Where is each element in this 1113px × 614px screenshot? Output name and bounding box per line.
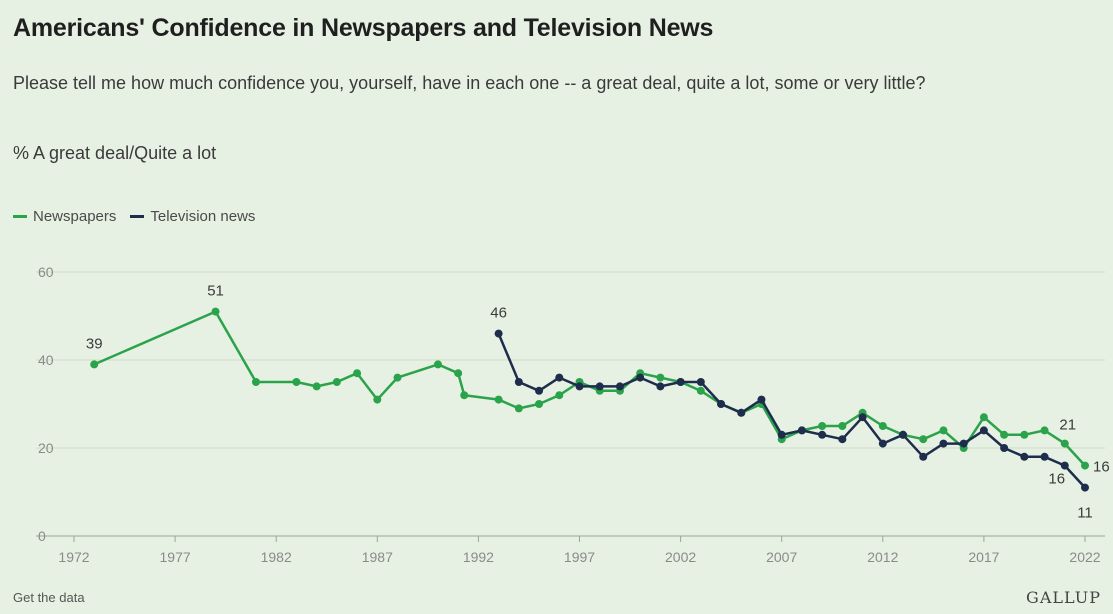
data-point-television-news: [1040, 452, 1049, 461]
x-tick-label-2002: 2002: [665, 549, 696, 565]
data-point-newspapers: [656, 373, 665, 382]
measure-label: % A great deal/Quite a lot: [13, 143, 217, 163]
data-label-television-news-2021: 16: [1048, 471, 1065, 488]
y-tick-label-0: 0: [38, 528, 46, 544]
data-point-television-news: [696, 378, 705, 386]
data-point-newspapers: [211, 307, 220, 316]
data-point-newspapers: [332, 378, 341, 386]
data-point-television-news: [615, 382, 624, 391]
data-point-newspapers: [514, 404, 523, 413]
chart-subtitle: Please tell me how much confidence you, …: [13, 73, 926, 93]
legend-label-television-news: Television news: [150, 208, 256, 225]
x-tick-label-1982: 1982: [261, 549, 292, 565]
data-point-television-news: [1020, 452, 1029, 461]
data-point-television-news: [555, 373, 564, 382]
data-point-television-news: [919, 452, 928, 461]
x-tick-label-2022: 2022: [1069, 549, 1100, 565]
data-point-television-news: [595, 382, 604, 391]
data-point-newspapers: [312, 382, 321, 391]
data-point-television-news: [737, 408, 746, 417]
data-point-newspapers: [696, 386, 705, 395]
chart-title: Americans' Confidence in Newspapers and …: [13, 14, 714, 42]
x-tick-label-2012: 2012: [867, 549, 898, 565]
x-tick-label-1992: 1992: [463, 549, 494, 565]
data-point-newspapers: [292, 378, 301, 386]
data-point-television-news: [717, 400, 726, 408]
data-point-television-news: [878, 439, 887, 448]
x-tick-label-2007: 2007: [766, 549, 797, 565]
data-point-television-news: [959, 439, 968, 448]
data-point-television-news: [1081, 483, 1089, 492]
data-point-newspapers: [1000, 430, 1009, 439]
data-label-television-news-2022: 11: [1077, 505, 1093, 522]
data-point-newspapers: [1040, 426, 1049, 435]
data-point-television-news: [656, 382, 665, 391]
x-tick-label-1972: 1972: [58, 549, 89, 565]
x-tick-label-1997: 1997: [564, 549, 595, 565]
data-point-television-news: [1060, 461, 1069, 470]
data-point-television-news: [514, 378, 523, 386]
legend-item-television-news: Television news: [130, 208, 255, 225]
gallup-logo: GALLUP: [1026, 588, 1101, 607]
x-tick-label-1987: 1987: [362, 549, 393, 565]
x-tick-label-1977: 1977: [160, 549, 191, 565]
y-tick-label-20: 20: [38, 440, 54, 456]
data-point-newspapers: [353, 369, 362, 378]
data-point-television-news: [858, 413, 867, 422]
data-point-television-news: [777, 430, 786, 439]
data-point-newspapers: [454, 369, 463, 378]
data-label-newspapers-1973: 39: [86, 335, 103, 352]
data-point-newspapers: [838, 422, 847, 430]
legend-swatch-television-news: [130, 215, 145, 218]
data-point-newspapers: [555, 391, 564, 400]
series-line-television-news: [497, 333, 1086, 489]
data-point-television-news: [1000, 444, 1009, 452]
data-point-television-news: [636, 373, 645, 382]
legend-item-newspapers: Newspapers: [13, 208, 116, 225]
legend-label-newspapers: Newspapers: [33, 208, 117, 225]
data-point-television-news: [899, 430, 908, 439]
data-point-television-news: [757, 395, 766, 404]
data-point-newspapers: [460, 391, 469, 400]
data-point-television-news: [939, 439, 948, 448]
get-the-data-link[interactable]: Get the data: [13, 590, 85, 605]
data-point-newspapers: [919, 435, 928, 444]
data-point-television-news: [676, 378, 685, 386]
data-label-newspapers-1979: 51: [207, 283, 224, 300]
data-point-newspapers: [1060, 439, 1069, 448]
data-point-newspapers: [251, 378, 260, 386]
data-point-television-news: [494, 329, 503, 338]
legend-swatch-newspapers: [13, 215, 27, 218]
data-label-newspapers-2022: 16: [1093, 459, 1110, 476]
data-point-newspapers: [373, 395, 382, 404]
data-point-newspapers: [878, 422, 887, 430]
data-point-newspapers: [979, 413, 988, 422]
data-point-television-news: [797, 426, 806, 435]
data-point-newspapers: [433, 360, 442, 369]
data-point-newspapers: [494, 395, 503, 404]
data-point-television-news: [575, 382, 584, 391]
y-tick-label-60: 60: [38, 264, 54, 280]
data-point-television-news: [979, 426, 988, 435]
y-tick-label-40: 40: [38, 352, 54, 368]
data-point-newspapers: [818, 422, 827, 430]
data-point-newspapers: [90, 360, 99, 369]
data-point-newspapers: [393, 373, 402, 382]
data-point-television-news: [838, 435, 847, 444]
data-point-newspapers: [939, 426, 948, 435]
data-point-newspapers: [535, 400, 544, 408]
data-point-newspapers: [1020, 430, 1029, 439]
data-point-television-news: [535, 386, 544, 395]
legend: Newspapers Television news: [13, 208, 255, 225]
data-label-television-news-1993: 46: [490, 305, 507, 322]
data-point-television-news: [818, 430, 827, 439]
x-tick-label-2017: 2017: [968, 549, 999, 565]
data-label-newspapers-2021: 21: [1059, 417, 1076, 434]
series-line-newspapers: [93, 310, 1086, 467]
data-point-newspapers: [1081, 461, 1089, 470]
